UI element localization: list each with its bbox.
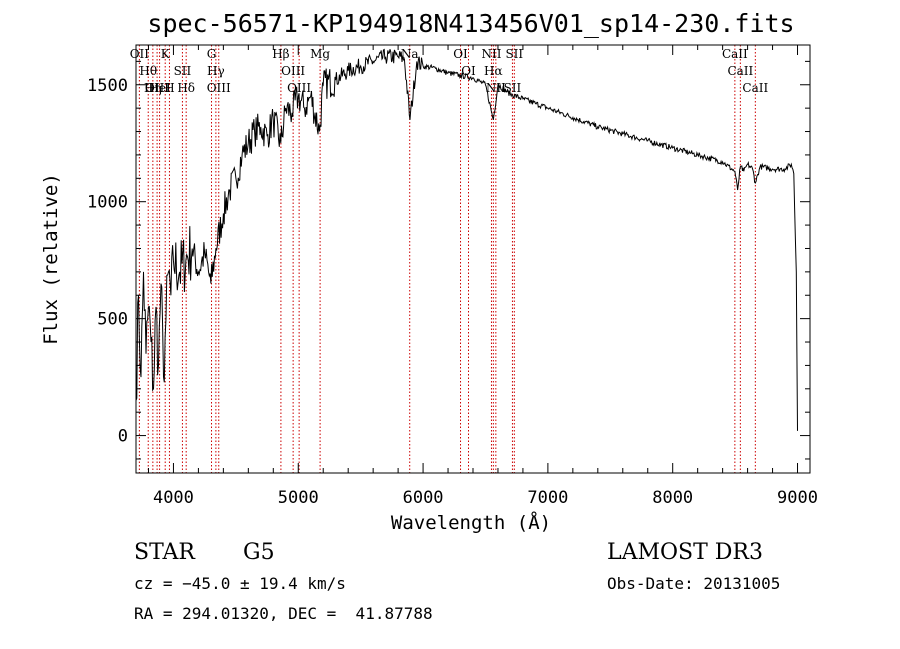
y-tick-label: 1000 [87,193,128,213]
obs-date: Obs-Date: 20131005 [607,574,781,593]
spectral-line-label: HeI [148,81,171,95]
spectral-line-label: Hβ [272,47,289,61]
x-tick-label: 5000 [278,488,319,508]
y-tick-label: 0 [118,427,128,447]
spectral-line-label: Hη [144,81,162,95]
axis-ticks: 4000 5000 6000 7000 8000 9000 0 500 1000 1500 [87,45,818,508]
spectral-line-label: OIII [281,64,305,78]
spectral-line-label: OIII [287,81,311,95]
spectral-line-label: CaII [727,64,753,78]
spectral-line-label: Hθ [139,64,157,78]
spectral-line-label: K [161,47,171,61]
x-tick-label: 9000 [777,488,818,508]
plot-frame [135,44,811,474]
x-axis-label: Wavelength (Å) [391,511,551,534]
spectral-line-label: CaII [722,47,748,61]
spectral-line-label: SII [505,47,523,61]
subclass-label: G5 [243,540,275,565]
spectral-line-label: Hδ [177,81,195,95]
spectral-line-label: SII [174,64,192,78]
x-tick-label: 7000 [527,488,568,508]
x-tick-label: 8000 [652,488,693,508]
spectral-line-label: OIII [145,81,169,95]
spectral-line-label: Hα [484,64,503,78]
y-tick-label: 1500 [87,76,128,96]
x-tick-label: 4000 [153,488,194,508]
spectral-line-label: Mg [310,47,330,61]
spectral-line-label: SII [504,81,522,95]
y-tick-label: 500 [97,310,128,330]
class-label: STAR [134,540,195,565]
spectral-line-labels: OIIHθHηOIIIHeIKHSIIHδGHγOIIIHβOIIIOIIIMg… [130,47,769,95]
spectral-line-label: OII [130,47,150,61]
spectral-line-label: Na [401,47,419,61]
cz-value: cz = −45.0 ± 19.4 km/s [134,574,346,593]
spectral-line-label: OIII [207,81,231,95]
x-tick-label: 6000 [403,488,444,508]
spectral-line-label: CaII [742,81,768,95]
spectrum-series-line [135,48,798,431]
spectral-line-label: Hγ [207,64,225,78]
spectral-line-label: G [207,47,217,61]
spectral-line-label: H [164,81,174,95]
spectral-line-label: OI [461,64,476,78]
spectral-line-label: OI [453,47,468,61]
coordinates: RA = 294.01320, DEC = 41.87788 [134,604,433,623]
spectral-lines-layer [138,45,756,473]
spectral-line-label: NII [481,47,501,61]
spectral-line-label: NII [486,81,506,95]
y-axis-label: Flux (relative) [40,173,62,345]
chart-title: spec-56571-KP194918N413456V01_sp14-230.f… [147,9,794,38]
survey-label: LAMOST DR3 [607,540,763,565]
